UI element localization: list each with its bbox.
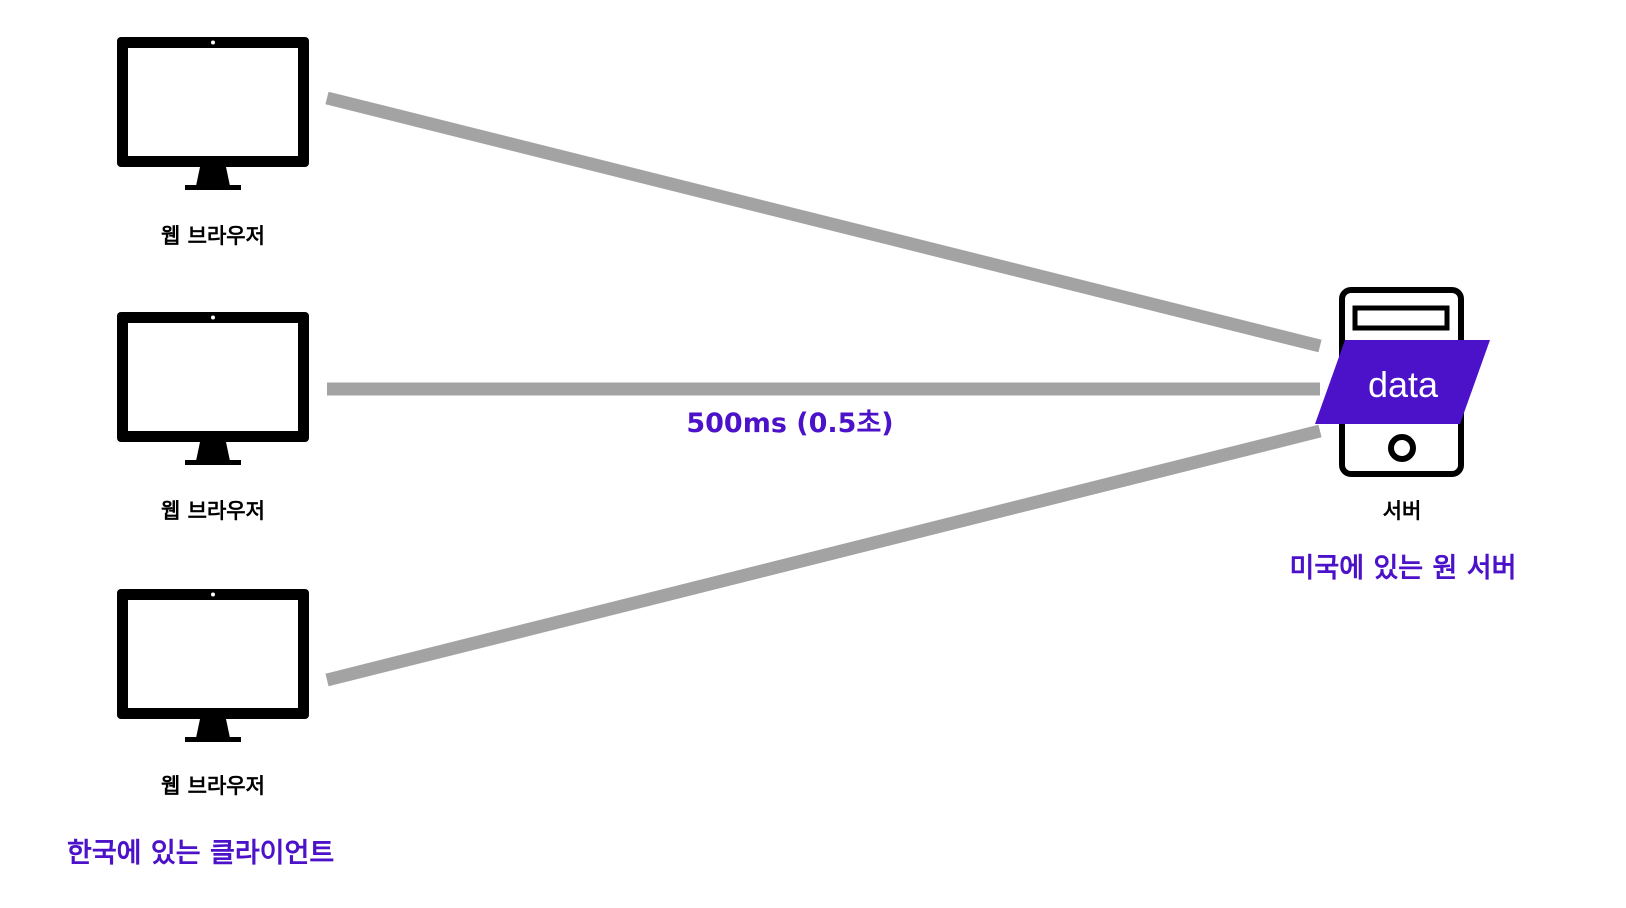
client-label: 웹 브라우저 <box>161 774 265 798</box>
monitor-icon <box>117 312 309 465</box>
data-tag: data <box>1315 340 1490 424</box>
server-label: 서버 <box>1383 499 1422 523</box>
data-label: data <box>1368 364 1439 405</box>
client-label: 웹 브라우저 <box>161 499 265 523</box>
client-2: 웹 브라우저 <box>117 312 309 523</box>
monitor-icon <box>117 37 309 190</box>
connection-line-bottom <box>325 424 1322 687</box>
monitor-icon <box>117 589 309 742</box>
server-caption: 미국에 있는 원 서버 <box>1290 553 1517 584</box>
connection-line-top <box>325 91 1322 353</box>
client-group-label: 한국에 있는 클라이언트 <box>67 838 334 869</box>
client-3: 웹 브라우저 <box>117 589 309 798</box>
server: data 서버 미국에 있는 원 서버 <box>1290 287 1517 584</box>
client-label: 웹 브라우저 <box>161 224 265 248</box>
latency-label: 500ms (0.5초) <box>686 408 893 439</box>
client-1: 웹 브라우저 <box>117 37 309 248</box>
connection-lines <box>325 91 1322 687</box>
